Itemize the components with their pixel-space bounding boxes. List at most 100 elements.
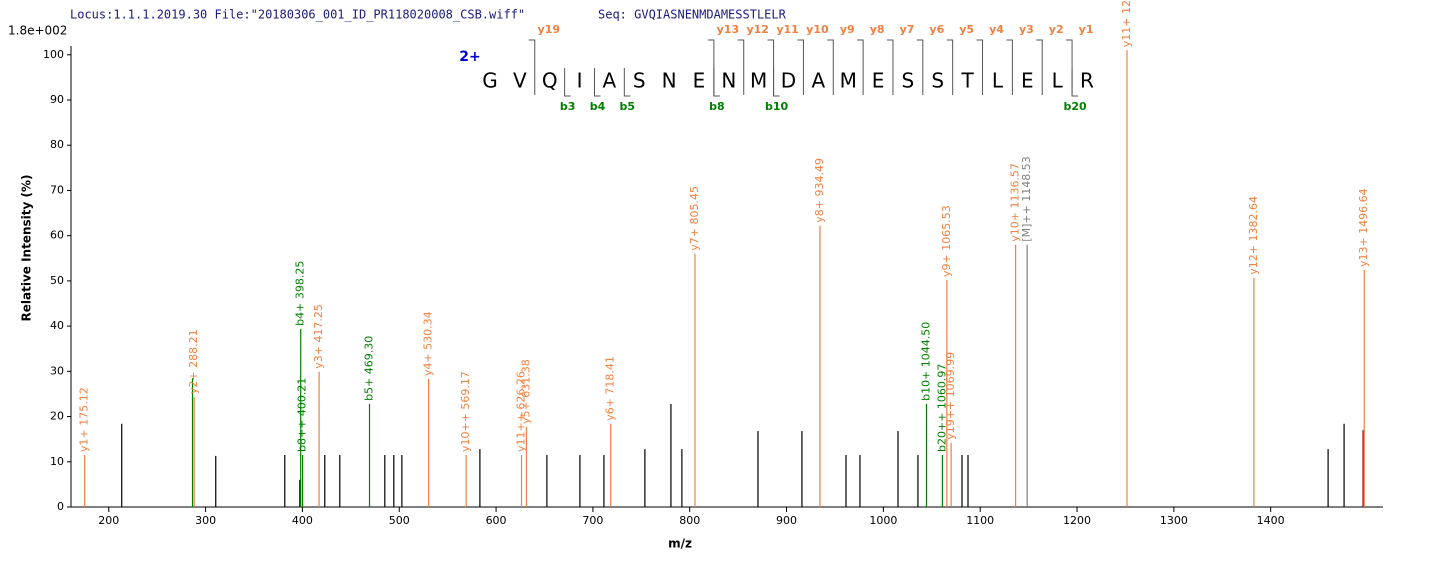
y-ion-label: y2: [1049, 23, 1064, 36]
residue: M: [840, 69, 857, 93]
y-cut: [797, 39, 804, 95]
peak-label: b5+ 469.30: [363, 336, 376, 401]
b-cut: [623, 68, 631, 97]
chart-title: Locus:1.1.1.2019.30 File:"20180306_001_I…: [70, 8, 525, 22]
x-tick-label: 400: [292, 514, 313, 527]
y-cut: [737, 39, 745, 95]
b-ion-label: b3: [560, 100, 576, 113]
y-tick-label: 60: [50, 229, 64, 242]
residue: L: [992, 69, 1004, 93]
peak-label: b20++ 1060.97: [935, 364, 948, 452]
y-cut: [886, 39, 894, 95]
residue: Q: [542, 69, 558, 93]
x-tick-label: 600: [486, 514, 507, 527]
y-ion-label: y3: [1019, 23, 1034, 36]
residue: M: [750, 69, 767, 93]
y-ion-label: y10: [806, 23, 829, 36]
x-tick-label: 1100: [966, 514, 994, 527]
scale-label: 1.8e+002: [8, 24, 67, 38]
peak-label: y2+ 288.21: [187, 329, 200, 394]
residue: R: [1080, 69, 1094, 93]
y-ion-label: y4: [989, 23, 1004, 36]
y-ion-label: y9: [840, 23, 855, 36]
y-tick-label: 0: [57, 500, 64, 513]
y-ion-label: y6: [929, 23, 944, 36]
peak-label: y10+ 1136.57: [1009, 163, 1022, 242]
y-ion-label: y12: [746, 23, 768, 36]
peak-label: y11++ 626.26: [514, 371, 527, 452]
x-tick-label: 1300: [1160, 514, 1188, 527]
y-ion-label: y5: [959, 23, 974, 36]
peak-label: y9+ 1065.53: [940, 205, 953, 277]
y-cut: [1036, 39, 1043, 95]
x-tick-label: 1000: [869, 514, 897, 527]
x-tick-label: 1400: [1257, 514, 1285, 527]
y-tick-label: 10: [50, 455, 64, 468]
y-tick-label: 100: [43, 48, 64, 61]
residue: T: [960, 69, 974, 93]
peak-label: y3+ 417.25: [312, 304, 325, 369]
residue: N: [721, 69, 736, 93]
y-ion-label: y1: [1079, 23, 1094, 36]
b-cut: [713, 68, 720, 97]
residue: L: [1052, 69, 1064, 93]
b-ion-label: b8: [709, 100, 725, 113]
b-ion-label: b5: [620, 100, 636, 113]
peak-label: y5+ 631.38: [519, 359, 532, 424]
residue: A: [812, 69, 826, 93]
b-cut: [1071, 68, 1079, 97]
residue: S: [902, 69, 915, 93]
x-tick-label: 200: [98, 514, 119, 527]
y-cut: [976, 39, 984, 95]
peak-label: y13+ 1496.64: [1357, 188, 1370, 267]
peak-label: b4+ 398.25: [294, 261, 307, 326]
y-tick-label: 70: [50, 183, 64, 196]
y-cut: [1066, 39, 1073, 95]
y-cut: [1006, 39, 1013, 95]
peak-label: [M]++ 1148.53: [1020, 156, 1033, 242]
peak-label: y10++ 569.17: [459, 371, 472, 452]
residue: I: [577, 69, 583, 93]
peak-label: b10+ 1044.50: [919, 322, 932, 401]
y-tick-label: 80: [50, 138, 64, 151]
residue: E: [872, 69, 885, 93]
peak-label: b8++ 400.21: [296, 378, 309, 452]
peak-label: y4+ 530.34: [422, 311, 435, 376]
residue: N: [662, 69, 677, 93]
peak-label: y11+ 1251.60: [1120, 0, 1133, 47]
residue: D: [781, 69, 796, 93]
y-ion-label: y13: [717, 23, 739, 36]
peak-label: y6+ 718.41: [604, 356, 617, 421]
y-tick-label: 50: [50, 274, 64, 287]
y-ion-label: y19: [538, 23, 560, 36]
x-tick-label: 900: [776, 514, 797, 527]
residue: E: [693, 69, 706, 93]
b-ion-label: b4: [590, 100, 606, 113]
y-tick-label: 30: [50, 364, 64, 377]
residue: A: [603, 69, 617, 93]
y-cut: [707, 39, 715, 95]
chart-subtitle: Seq: GVQIASNENMDAMESSTLELR: [598, 8, 787, 22]
y-cut: [946, 39, 954, 95]
y-axis-label: Relative Intensity (%): [20, 175, 34, 322]
charge-label: 2+: [459, 49, 480, 65]
y-cut: [528, 39, 536, 95]
residue: S: [633, 69, 646, 93]
y-cut: [767, 39, 775, 95]
y-ion-label: y7: [900, 23, 915, 36]
x-tick-label: 500: [389, 514, 410, 527]
y-cut: [916, 39, 924, 95]
y-tick-label: 40: [50, 319, 64, 332]
residue: S: [931, 69, 944, 93]
peak-label: y12+ 1382.64: [1247, 196, 1260, 275]
b-cut: [593, 68, 601, 97]
x-tick-label: 800: [679, 514, 700, 527]
y-ion-label: y11: [776, 23, 798, 36]
y-cut: [827, 39, 834, 95]
peak-label: y19++ 1069.99: [944, 352, 957, 440]
peak-label: y7+ 805.45: [688, 186, 701, 251]
y-ion-label: y8: [870, 23, 885, 36]
residue: V: [513, 69, 527, 93]
residue: G: [482, 69, 498, 93]
